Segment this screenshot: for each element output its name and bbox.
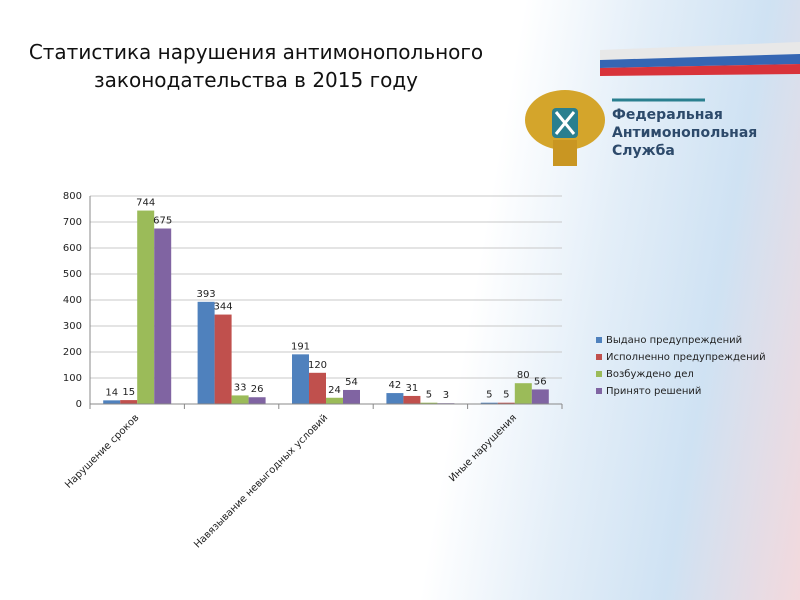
x-tick-label: Навязывание невыгодных условий — [192, 412, 330, 550]
y-tick-label: 300 — [63, 321, 82, 332]
legend-swatch — [596, 371, 602, 377]
y-tick-label: 700 — [63, 217, 82, 228]
bar — [103, 400, 121, 404]
bar — [514, 383, 532, 404]
value-label: 33 — [234, 382, 247, 393]
logo-line: Служба — [612, 143, 675, 159]
logo-line: Антимонопольная — [612, 125, 757, 141]
bar — [309, 372, 326, 404]
bar — [292, 354, 309, 404]
value-label: 31 — [406, 383, 419, 394]
value-label: 24 — [328, 385, 341, 396]
flag-red — [600, 64, 800, 76]
value-label: 675 — [153, 216, 172, 227]
legend-swatch — [596, 354, 602, 360]
value-label: 80 — [517, 370, 530, 381]
legend-label: Исполненно предупреждений — [606, 352, 766, 363]
emblem — [525, 90, 605, 166]
value-label: 344 — [214, 302, 233, 313]
legend-label: Принято решений — [606, 386, 701, 397]
bar — [403, 395, 421, 404]
bar — [420, 402, 438, 404]
flag-blue — [600, 54, 800, 68]
logo-line: Федеральная — [612, 107, 723, 123]
bar — [343, 389, 360, 404]
slide-title: Статистика нарушения антимонопольного за… — [28, 40, 484, 92]
legend-swatch — [596, 388, 602, 394]
y-tick-label: 800 — [63, 191, 82, 202]
value-label: 393 — [197, 289, 216, 300]
value-label: 5 — [503, 390, 509, 401]
value-label: 5 — [486, 390, 492, 401]
value-label: 5 — [426, 390, 432, 401]
bar — [120, 400, 138, 404]
value-label: 26 — [251, 384, 264, 395]
bar — [531, 389, 549, 404]
bar — [214, 314, 232, 404]
value-label: 191 — [291, 341, 310, 352]
bar — [326, 397, 343, 404]
bar — [386, 393, 404, 404]
y-tick-label: 600 — [63, 243, 82, 254]
legend-swatch — [596, 337, 602, 343]
bar — [154, 228, 172, 404]
bar — [197, 301, 215, 404]
bar — [137, 210, 155, 404]
value-label: 3 — [443, 390, 449, 401]
y-tick-label: 200 — [63, 347, 82, 358]
value-label: 120 — [308, 360, 327, 371]
y-tick-label: 400 — [63, 295, 82, 306]
value-label: 56 — [534, 376, 547, 387]
bar — [248, 397, 266, 404]
value-label: 42 — [389, 380, 402, 391]
legend-label: Выдано предупреждений — [606, 335, 742, 346]
y-tick-label: 100 — [63, 373, 82, 384]
bar — [497, 402, 515, 404]
legend-label: Возбуждено дел — [606, 369, 694, 380]
bar — [480, 402, 498, 404]
y-tick-label: 500 — [63, 269, 82, 280]
x-tick-label: Нарушение сроков — [63, 412, 141, 490]
bar — [231, 395, 249, 404]
value-label: 14 — [105, 387, 118, 398]
y-tick-label: 0 — [76, 399, 82, 410]
x-tick-label: Иные нарушения — [447, 412, 519, 484]
value-label: 15 — [122, 387, 135, 398]
value-label: 744 — [136, 198, 155, 209]
value-label: 54 — [345, 377, 358, 388]
